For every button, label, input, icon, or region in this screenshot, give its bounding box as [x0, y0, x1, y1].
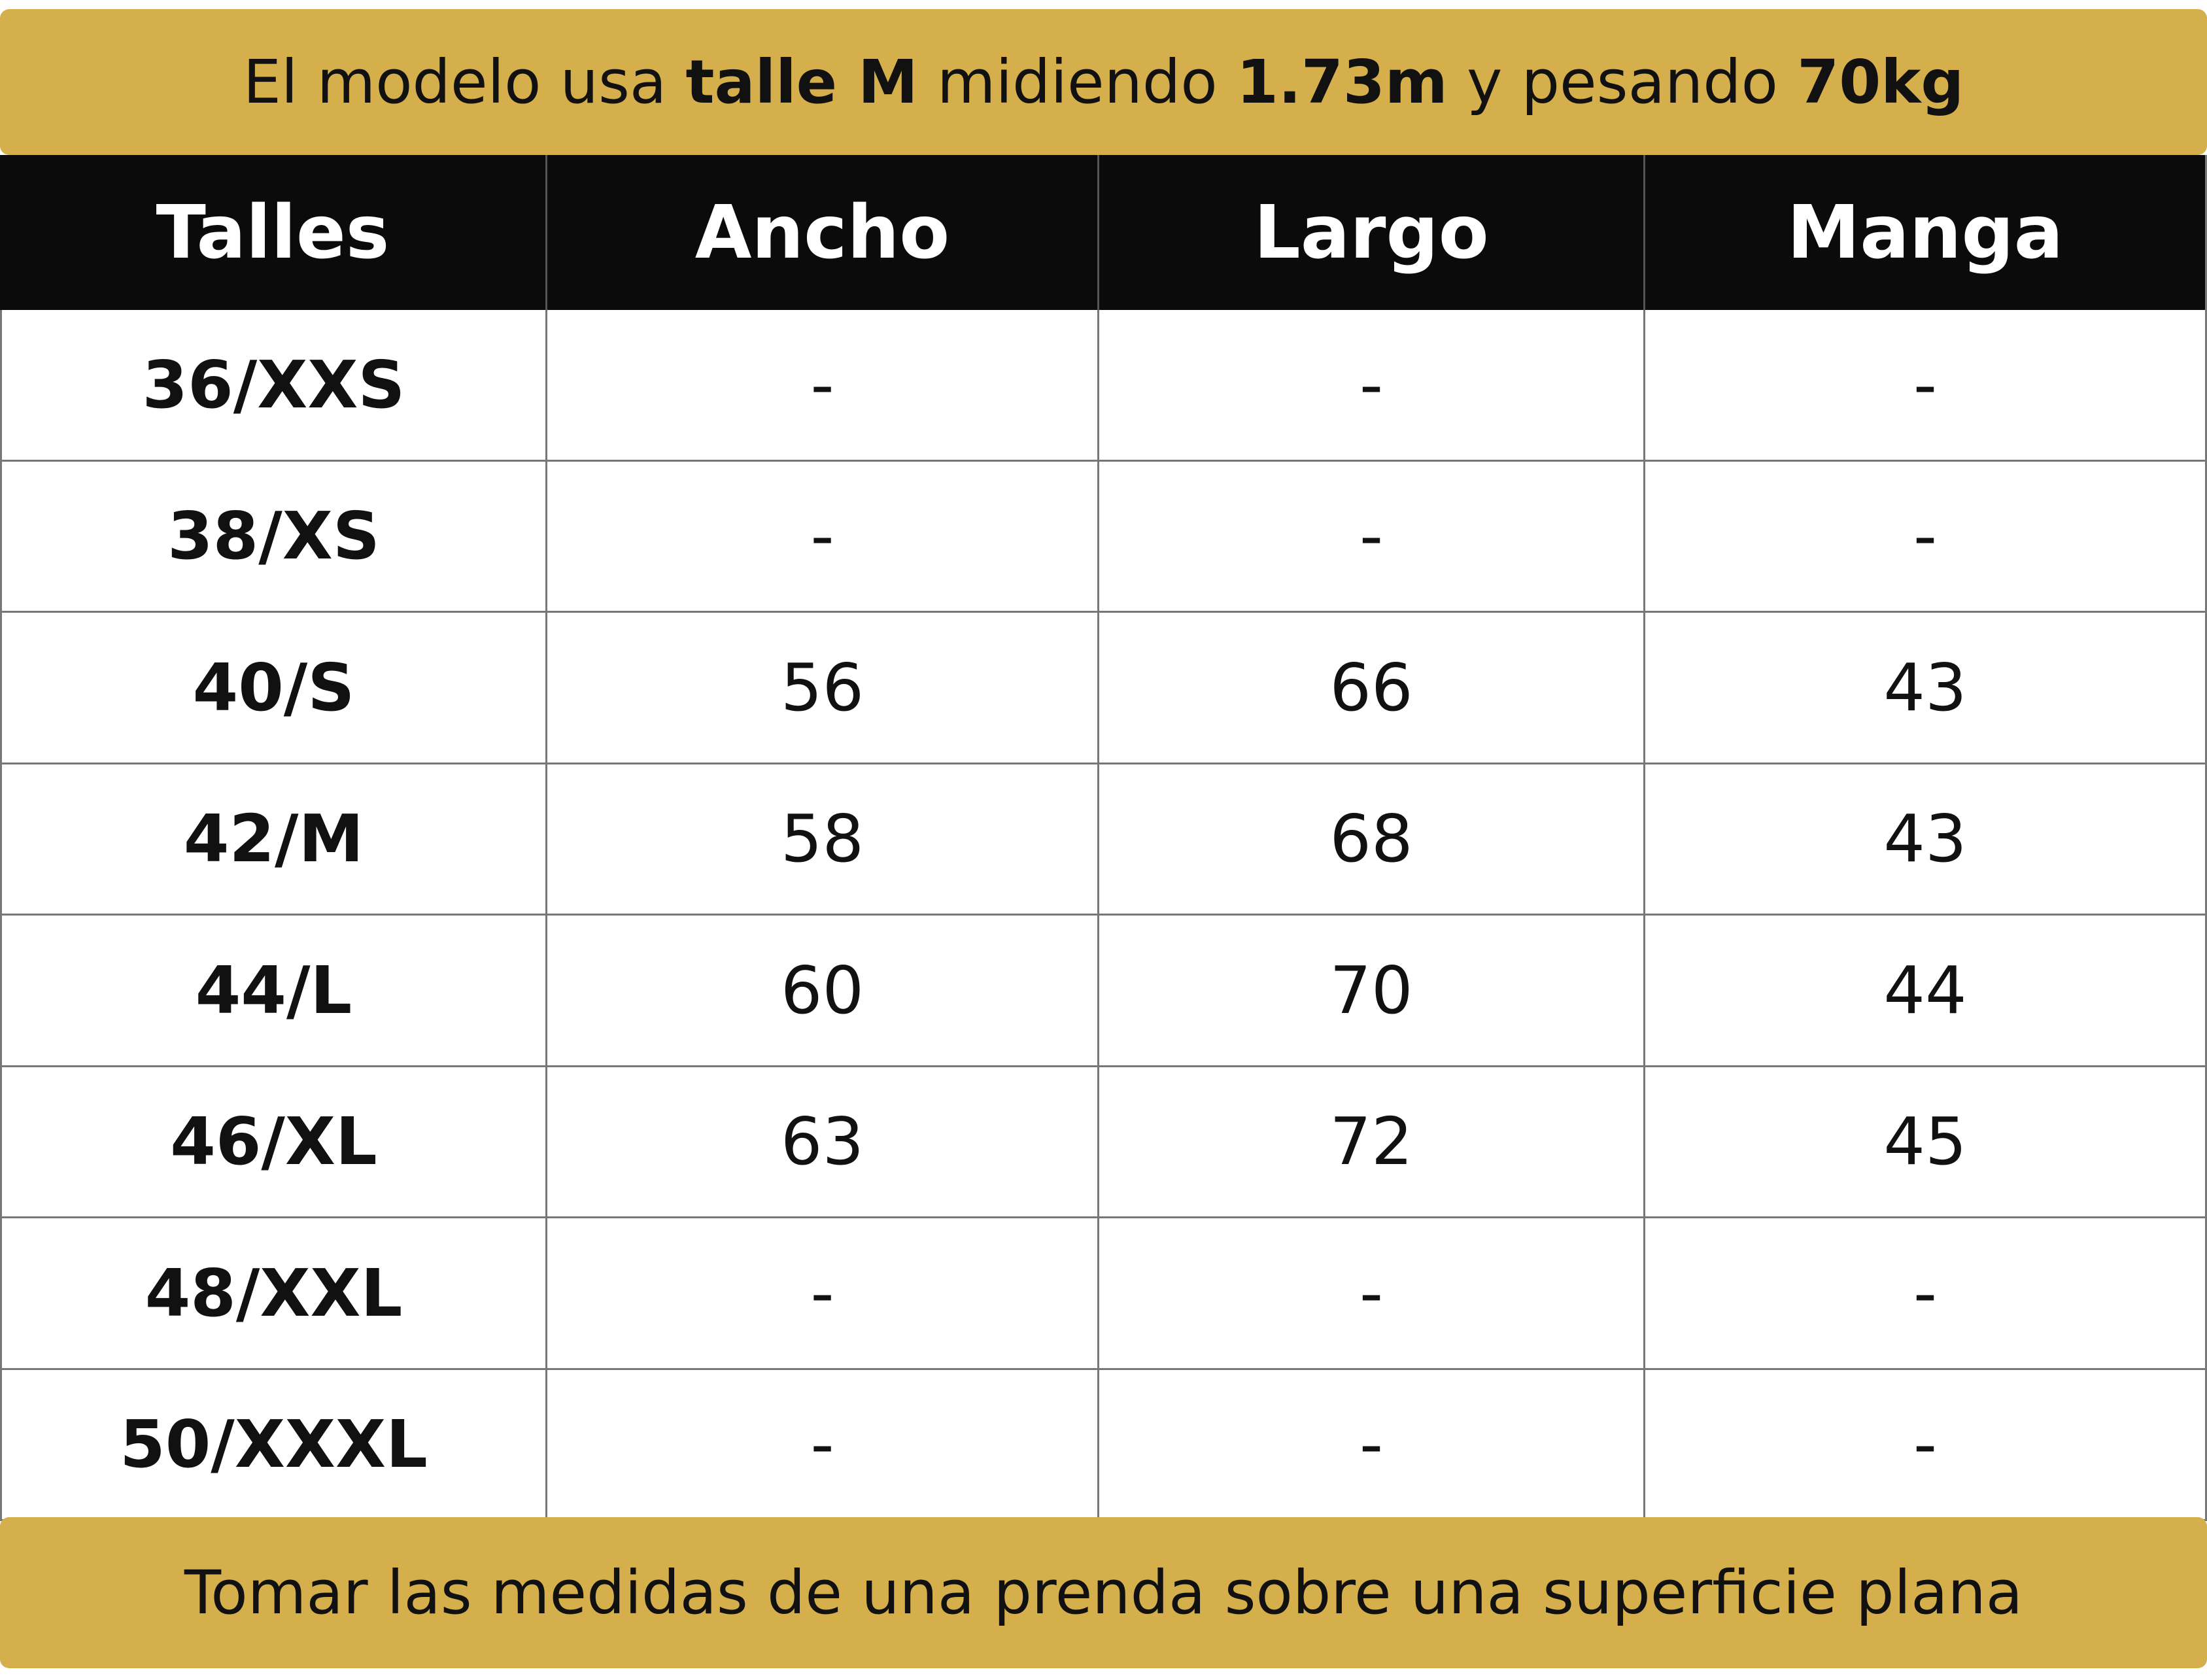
size-label: 40/S	[0, 613, 547, 764]
measure-cell: -	[1099, 461, 1645, 613]
measure-cell: 43	[1645, 613, 2207, 764]
column-header: Ancho	[547, 155, 1099, 310]
measure-cell: 45	[1645, 1067, 2207, 1218]
measure-cell: 60	[547, 916, 1099, 1067]
size-label: 42/M	[0, 764, 547, 916]
measure-cell: -	[547, 1369, 1099, 1521]
measure-cell: 63	[547, 1067, 1099, 1218]
highlight-text: 70kg	[1797, 47, 1964, 117]
column-header: Manga	[1645, 155, 2207, 310]
measure-cell: -	[1645, 310, 2207, 462]
highlight-text: talle M	[685, 47, 918, 117]
measure-cell: 58	[547, 764, 1099, 916]
measure-cell: -	[547, 310, 1099, 462]
measure-cell: 70	[1099, 916, 1645, 1067]
measure-cell: 66	[1099, 613, 1645, 764]
info-text: El modelo usa	[243, 47, 686, 117]
measure-cell: 43	[1645, 764, 2207, 916]
size-table: Talles Ancho Largo Manga 36/XXS - - -38/XS - - -40…	[0, 155, 2207, 1521]
size-label: 38/XS	[0, 461, 547, 613]
column-header: Talles	[0, 155, 547, 310]
footer-note: Tomar las medidas de una prenda sobre un…	[0, 1517, 2207, 1668]
measure-cell: -	[1645, 461, 2207, 613]
measure-cell: -	[1645, 1218, 2207, 1370]
highlight-text: 1.73m	[1236, 47, 1448, 117]
size-label: 48/XXL	[0, 1218, 547, 1370]
measure-cell: -	[1645, 1369, 2207, 1521]
size-label: 44/L	[0, 916, 547, 1067]
size-label: 36/XXS	[0, 310, 547, 462]
model-info-bar: El modelo usa talle M midiendo 1.73m y p…	[0, 9, 2207, 155]
measure-cell: -	[547, 1218, 1099, 1370]
measure-cell: 56	[547, 613, 1099, 764]
measure-cell: 68	[1099, 764, 1645, 916]
measure-cell: -	[547, 461, 1099, 613]
measure-cell: 44	[1645, 916, 2207, 1067]
column-header: Largo	[1099, 155, 1645, 310]
measure-cell: 72	[1099, 1067, 1645, 1218]
info-text: midiendo	[917, 47, 1237, 117]
info-text: y pesando	[1447, 47, 1798, 117]
size-label: 50/XXXL	[0, 1369, 547, 1521]
measure-cell: -	[1099, 1218, 1645, 1370]
measure-cell: -	[1099, 310, 1645, 462]
size-label: 46/XL	[0, 1067, 547, 1218]
measure-cell: -	[1099, 1369, 1645, 1521]
